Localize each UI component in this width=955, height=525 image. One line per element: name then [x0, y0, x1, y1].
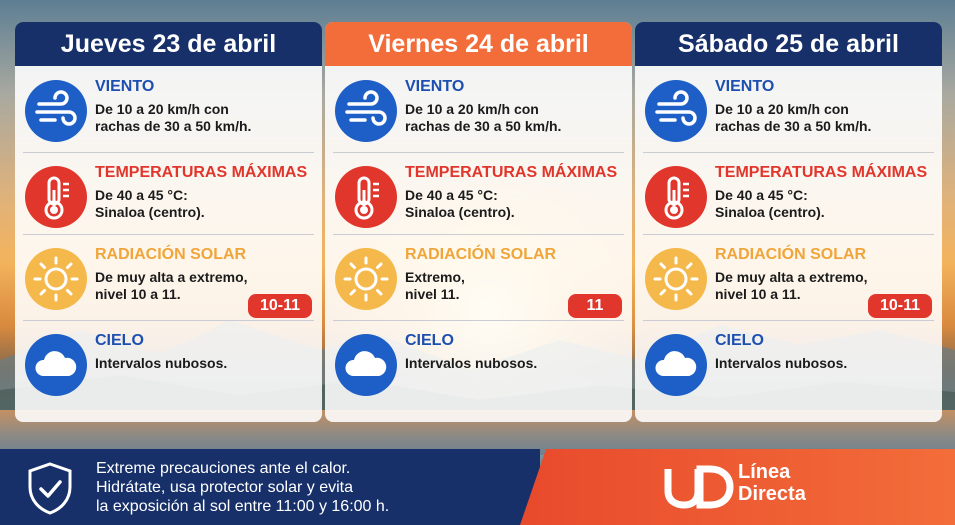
solar-row: RADIACIÓN SOLAR Extremo, nivel 11. 11 — [325, 234, 632, 318]
sky-text: Intervalos nubosos. — [405, 355, 538, 371]
wind-title: VIENTO — [715, 78, 775, 95]
thermometer-icon — [25, 166, 87, 228]
solar-title: RADIACIÓN SOLAR — [405, 246, 557, 263]
footer-brand-panel — [520, 449, 955, 525]
solar-row: RADIACIÓN SOLAR De muy alta a extremo, ni… — [635, 234, 942, 318]
solar-text: Extremo, nivel 11. — [405, 269, 465, 302]
sky-row: CIELO Intervalos nubosos. — [325, 320, 632, 402]
uv-level-badge: 10-11 — [247, 294, 312, 318]
day-card-1: Jueves 23 de abril VIENTO De 10 a 20 km/… — [15, 22, 322, 422]
day-card-3: Sábado 25 de abril VIENTO De 10 a 20 km/… — [635, 22, 942, 422]
temperature-row: TEMPERATURAS MÁXIMAS De 40 a 45 °C: Sinal… — [15, 152, 322, 234]
wind-icon — [645, 80, 707, 142]
sky-title: CIELO — [95, 332, 144, 349]
temperature-text: De 40 a 45 °C: Sinaloa (centro). — [405, 187, 515, 220]
sky-row: CIELO Intervalos nubosos. — [635, 320, 942, 402]
temperature-title: TEMPERATURAS MÁXIMAS — [715, 164, 928, 181]
wind-text: De 10 a 20 km/h con rachas de 30 a 50 km/… — [405, 101, 562, 134]
sky-title: CIELO — [405, 332, 454, 349]
wind-icon — [335, 80, 397, 142]
thermometer-icon — [645, 166, 707, 228]
solar-text: De muy alta a extremo, nivel 10 a 11. — [95, 269, 248, 302]
sky-title: CIELO — [715, 332, 764, 349]
solar-title: RADIACIÓN SOLAR — [95, 246, 247, 263]
wind-title: VIENTO — [95, 78, 155, 95]
temperature-row: TEMPERATURAS MÁXIMAS De 40 a 45 °C: Sinal… — [635, 152, 942, 234]
day-header: Viernes 24 de abril — [325, 22, 632, 66]
linea-directa-logo — [664, 463, 734, 509]
day-header: Sábado 25 de abril — [635, 22, 942, 66]
solar-text: De muy alta a extremo, nivel 10 a 11. — [715, 269, 868, 302]
wind-row: VIENTO De 10 a 20 km/h con rachas de 30 a… — [325, 66, 632, 148]
cloud-icon — [335, 334, 397, 396]
wind-row: VIENTO De 10 a 20 km/h con rachas de 30 a… — [635, 66, 942, 148]
temperature-text: De 40 a 45 °C: Sinaloa (centro). — [95, 187, 205, 220]
solar-title: RADIACIÓN SOLAR — [715, 246, 867, 263]
uv-level-badge: 11 — [568, 294, 622, 318]
sun-icon — [25, 248, 87, 310]
wind-title: VIENTO — [405, 78, 465, 95]
sky-text: Intervalos nubosos. — [715, 355, 848, 371]
temperature-row: TEMPERATURAS MÁXIMAS De 40 a 45 °C: Sinal… — [325, 152, 632, 234]
wind-row: VIENTO De 10 a 20 km/h con rachas de 30 a… — [15, 66, 322, 148]
wind-text: De 10 a 20 km/h con rachas de 30 a 50 km/… — [715, 101, 872, 134]
footer-advice-panel — [0, 449, 540, 525]
day-header: Jueves 23 de abril — [15, 22, 322, 66]
temperature-title: TEMPERATURAS MÁXIMAS — [95, 164, 308, 181]
sun-icon — [645, 248, 707, 310]
wind-text: De 10 a 20 km/h con rachas de 30 a 50 km/… — [95, 101, 252, 134]
temperature-text: De 40 a 45 °C: Sinaloa (centro). — [715, 187, 825, 220]
wind-icon — [25, 80, 87, 142]
uv-level-badge: 10-11 — [867, 294, 932, 318]
sky-text: Intervalos nubosos. — [95, 355, 228, 371]
brand-name: Línea Directa — [738, 461, 806, 505]
shield-check-icon — [22, 460, 78, 516]
cloud-icon — [25, 334, 87, 396]
sky-row: CIELO Intervalos nubosos. — [15, 320, 322, 402]
sun-icon — [335, 248, 397, 310]
day-card-2: Viernes 24 de abril VIENTO De 10 a 20 km… — [325, 22, 632, 422]
heat-advice-text: Extreme precauciones ante el calor. Hidr… — [96, 460, 390, 515]
solar-row: RADIACIÓN SOLAR De muy alta a extremo, ni… — [15, 234, 322, 318]
cloud-icon — [645, 334, 707, 396]
temperature-title: TEMPERATURAS MÁXIMAS — [405, 164, 618, 181]
thermometer-icon — [335, 166, 397, 228]
